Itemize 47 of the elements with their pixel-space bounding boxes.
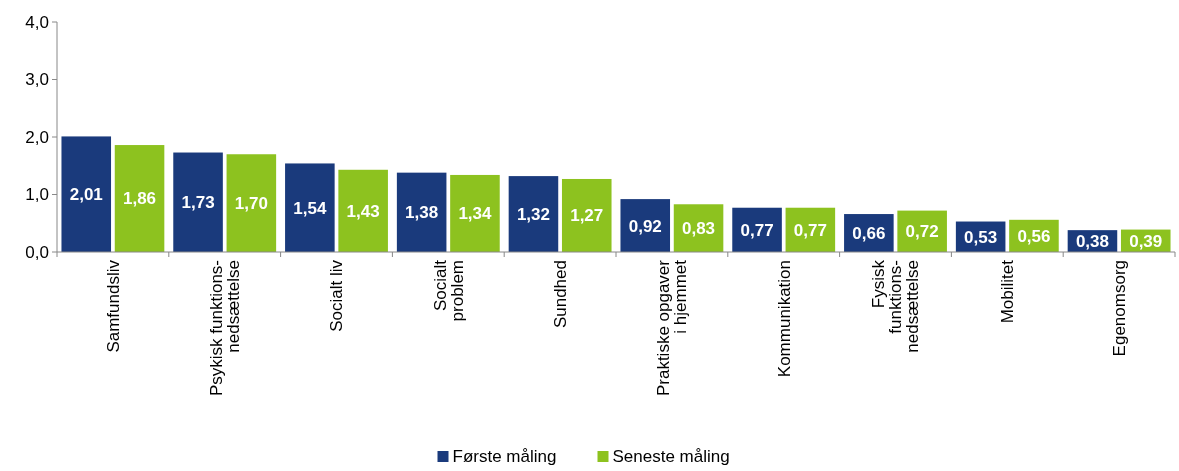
data-label: 1,70 (234, 194, 268, 214)
bar (226, 154, 277, 252)
bar (508, 176, 559, 252)
data-label: 0,77 (740, 220, 774, 240)
bar (61, 136, 112, 252)
data-label: 1,34 (458, 204, 493, 224)
data-label: 0,83 (682, 219, 716, 239)
x-tick-label: Mobilitet (998, 259, 1018, 324)
data-label: 0,92 (628, 216, 662, 236)
data-label: 0,77 (793, 220, 827, 240)
data-label: 1,32 (516, 205, 550, 224)
bar (285, 163, 335, 252)
y-tick-label: 4,0 (25, 12, 49, 32)
data-label: 0,66 (852, 223, 886, 243)
bar (173, 152, 223, 252)
y-tick-label: 2,0 (25, 127, 49, 147)
x-tick-label: Egenomsorg (1110, 260, 1130, 357)
data-label: 1,27 (570, 206, 604, 226)
data-label: 0,56 (1017, 226, 1051, 246)
x-tick-label: Praktiske opgaver i hjemmet (654, 259, 691, 397)
legend-label: Seneste måling (612, 447, 730, 467)
data-label: 2,01 (69, 185, 103, 205)
x-tick-label: Socialt problem (430, 259, 467, 322)
x-tick-label: Socialt liv (327, 259, 347, 332)
bar (338, 169, 388, 252)
data-label: 1,43 (346, 201, 380, 221)
x-tick-label: Samfundsliv (103, 259, 123, 353)
x-tick-label: Fysisk funktions- nedsættelse (869, 259, 923, 353)
data-label: 1,86 (123, 189, 157, 209)
data-label: 1,38 (405, 203, 439, 223)
x-tick-label: Sundhed (551, 260, 571, 329)
x-tick-label: Psykisk funktions- nedsættelse (207, 260, 244, 397)
y-tick-label: 1,0 (25, 185, 49, 205)
bar (114, 145, 165, 252)
y-tick-label: 3,0 (25, 70, 49, 90)
x-tick-label: Kommunikation (774, 260, 794, 378)
y-tick-label: 0,0 (25, 242, 49, 262)
data-label: 0,53 (964, 227, 998, 247)
data-label: 1,73 (181, 193, 215, 213)
bar (561, 178, 612, 252)
data-label: 0,39 (1129, 231, 1163, 251)
bar (396, 172, 447, 252)
data-label: 0,72 (905, 222, 939, 242)
data-label: 0,38 (1075, 232, 1109, 252)
bar (450, 174, 500, 252)
data-label: 1,54 (293, 198, 327, 218)
legend-label: Første måling (452, 447, 557, 467)
